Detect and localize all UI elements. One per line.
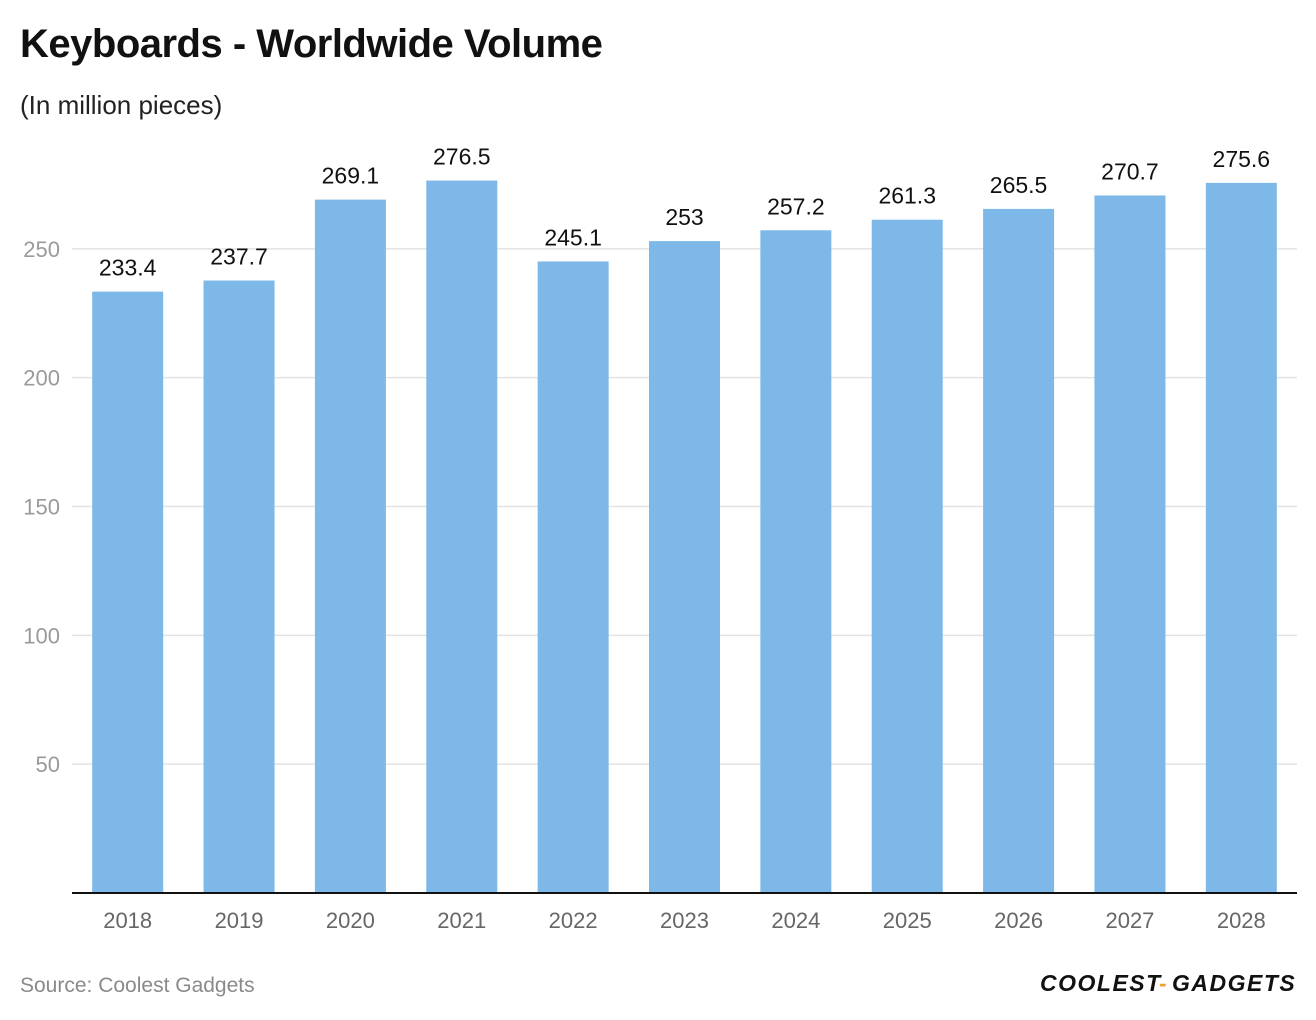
bar	[203, 280, 275, 893]
bar	[92, 291, 164, 894]
x-tick-label: 2019	[215, 908, 264, 933]
y-tick-label: 100	[23, 623, 60, 648]
data-label: 269.1	[322, 163, 380, 189]
data-label: 275.6	[1213, 146, 1271, 172]
svg-text:COOLEST: COOLEST	[1040, 970, 1162, 996]
y-tick-label: 250	[23, 237, 60, 262]
data-label: 233.4	[99, 255, 157, 281]
y-tick-label: 200	[23, 366, 60, 391]
y-tick-label: 150	[23, 495, 60, 520]
data-label: 253	[665, 204, 703, 230]
source-note: Source: Coolest Gadgets	[20, 974, 255, 997]
x-tick-label: 2026	[994, 908, 1043, 933]
bar	[871, 219, 943, 894]
y-axis-ticks: 50 100 150 200 250	[23, 237, 60, 777]
bar	[1205, 182, 1277, 893]
data-label: 261.3	[878, 183, 936, 209]
bar	[983, 208, 1055, 893]
svg-text:GADGETS: GADGETS	[1172, 970, 1296, 996]
x-tick-label: 2023	[660, 908, 709, 933]
svg-text:-: -	[1159, 970, 1168, 996]
x-tick-label: 2024	[771, 908, 820, 933]
data-label: 237.7	[210, 244, 268, 270]
bar	[537, 261, 609, 894]
x-tick-label: 2025	[883, 908, 932, 933]
data-label: 245.1	[544, 224, 602, 250]
x-tick-label: 2027	[1105, 908, 1154, 933]
bar	[649, 241, 720, 893]
y-tick-label: 50	[36, 752, 60, 777]
x-tick-label: 2021	[437, 908, 486, 933]
coolest-gadgets-logo: COOLEST - GADGETS	[1040, 970, 1296, 996]
value-labels: 233.4 237.7 269.1 276.5 245.1 253 257.2 261.3 26…	[99, 144, 1270, 281]
bar	[426, 180, 498, 894]
data-label: 270.7	[1101, 158, 1159, 184]
chart-title: Keyboards - Worldwide Volume	[20, 22, 603, 66]
bar	[760, 230, 832, 894]
bars	[92, 180, 1277, 894]
x-tick-label: 2028	[1217, 908, 1266, 933]
chart-subtitle: (In million pieces)	[20, 90, 223, 120]
x-axis-ticks: 2018 2019 2020 2021 2022 2023 2024 2025 2026 2027…	[103, 908, 1266, 933]
x-tick-label: 2022	[549, 908, 598, 933]
data-label: 265.5	[990, 172, 1048, 198]
x-tick-label: 2018	[103, 908, 152, 933]
x-tick-label: 2020	[326, 908, 375, 933]
bar	[314, 199, 386, 893]
bar	[1094, 195, 1166, 893]
data-label: 257.2	[767, 193, 825, 219]
data-label: 276.5	[433, 144, 491, 170]
